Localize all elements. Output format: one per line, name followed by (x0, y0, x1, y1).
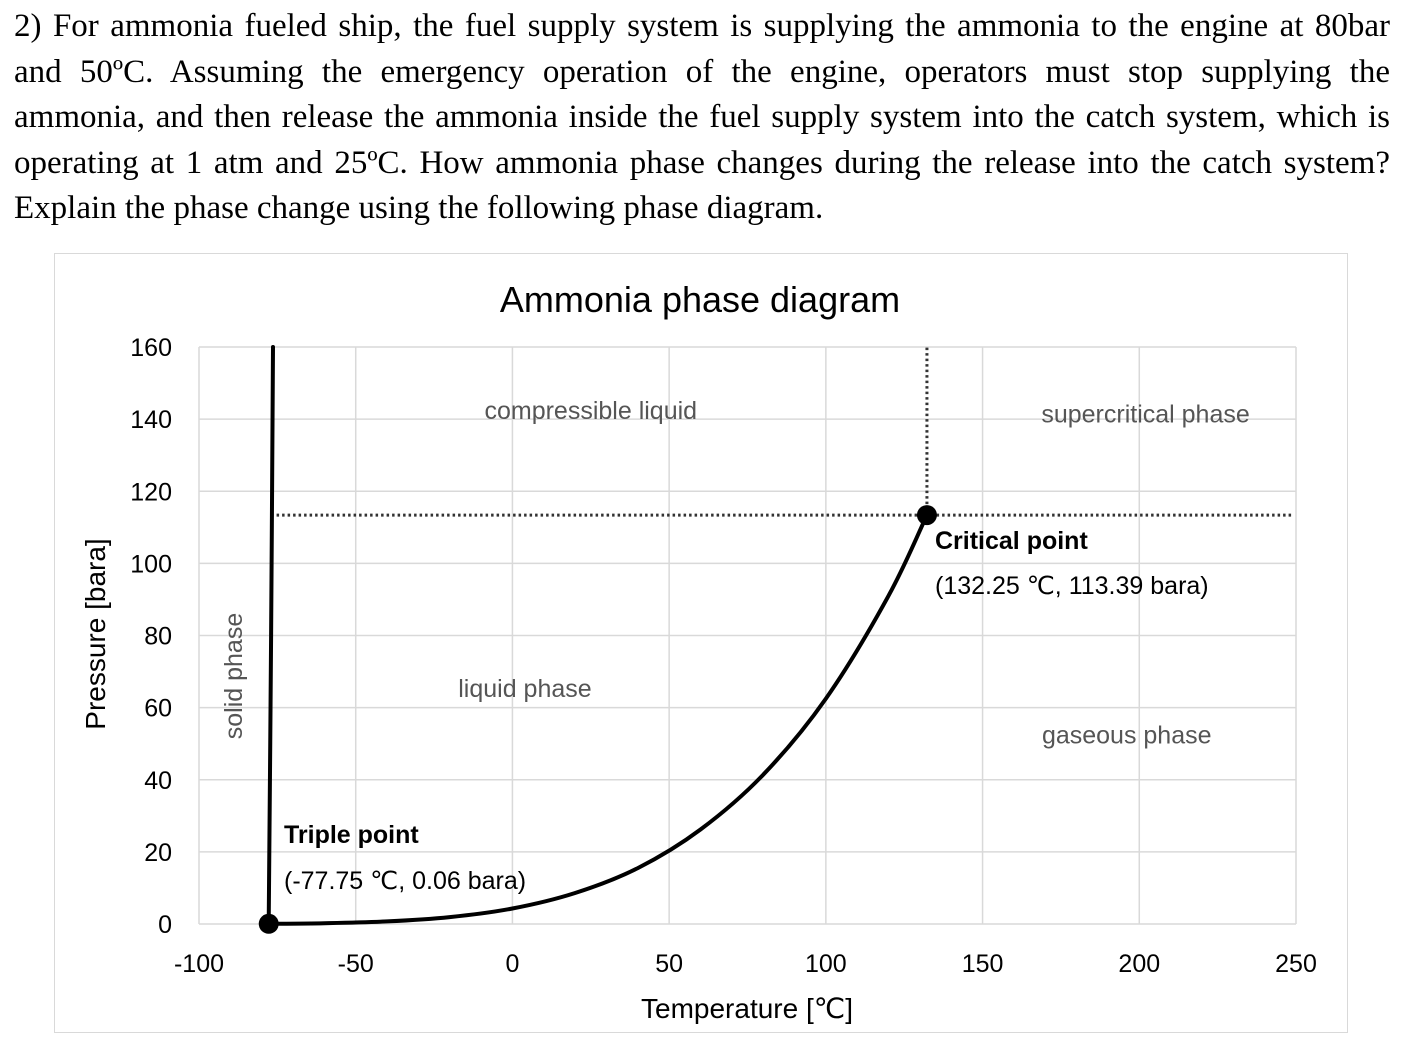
x-tick-label: 50 (655, 950, 683, 978)
y-tick-label: 140 (130, 406, 172, 434)
y-tick-label: 80 (144, 623, 172, 651)
x-tick-label: 100 (805, 950, 847, 978)
y-tick-label: 60 (144, 695, 172, 723)
melting-curve-line (266, 345, 275, 926)
chart-frame (54, 253, 1348, 1033)
x-tick-label: 250 (1275, 950, 1317, 978)
liquid-phase-label: liquid phase (458, 675, 591, 703)
vaporization-curve-line (266, 513, 929, 926)
y-tick-label: 160 (130, 334, 172, 362)
reference-lines (271, 347, 1292, 517)
critical-point-coordinates: (132.25 ℃, 113.39 bara) (935, 572, 1209, 600)
triple-point-marker (258, 913, 279, 934)
y-tick-label: 100 (130, 550, 172, 578)
triple-point-label: Triple point (284, 821, 419, 849)
triple-point-coordinates: (-77.75 ℃, 0.06 bara) (284, 867, 526, 895)
y-tick-label: 40 (144, 767, 172, 795)
x-axis-label: Temperature [℃] (641, 993, 853, 1024)
x-tick-label: -50 (338, 950, 374, 978)
y-axis-label: Pressure [bara] (80, 538, 111, 729)
compressible-liquid-label: compressible liquid (484, 397, 697, 425)
critical-point-marker (916, 505, 937, 526)
grid-layer: 0 20 40 60 80 100 120 140 160 -100 -50 0 50 100 150 200… (130, 334, 1317, 978)
solid-phase-label: solid phase (220, 613, 248, 739)
x-tick-label: 150 (962, 950, 1004, 978)
x-tick-label: 0 (505, 950, 519, 978)
chart-title: Ammonia phase diagram (500, 279, 900, 320)
supercritical-phase-label: supercritical phase (1041, 401, 1249, 429)
y-tick-label: 120 (130, 478, 172, 506)
x-tick-label: 200 (1118, 950, 1160, 978)
question-text: 2) For ammonia fueled ship, the fuel sup… (14, 8, 1390, 226)
points-layer (258, 505, 937, 934)
x-tick-label: -100 (174, 950, 224, 978)
gaseous-phase-label: gaseous phase (1042, 722, 1212, 750)
labels-layer: Triple point (-77.75 ℃, 0.06 bara) Critica… (220, 397, 1250, 895)
series-layer (266, 345, 929, 926)
y-tick-label: 20 (144, 839, 172, 867)
critical-point-label: Critical point (935, 527, 1088, 555)
y-tick-label: 0 (158, 911, 172, 939)
